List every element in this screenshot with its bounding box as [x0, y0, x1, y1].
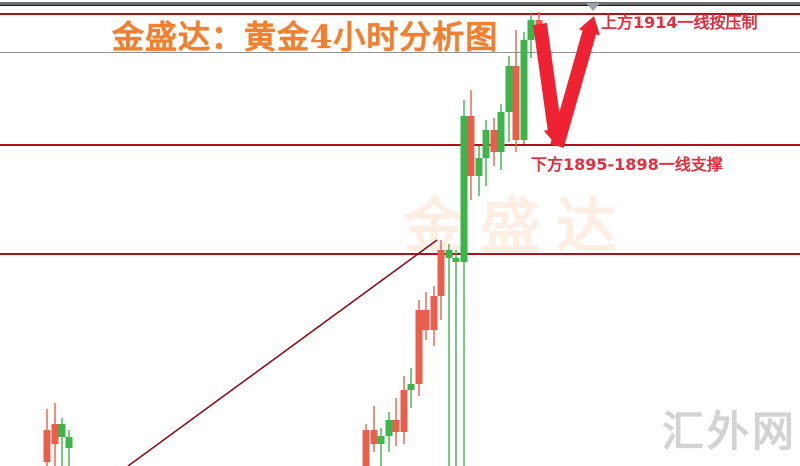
- resistance-annotation: 上方1914一线按压制: [601, 13, 758, 32]
- frame-line-top-inner: [0, 5, 800, 6]
- site-watermark: 汇外网: [662, 407, 798, 456]
- grid-line-upper: [0, 52, 800, 53]
- price-level-line-1860: [0, 253, 800, 255]
- candle: [392, 398, 400, 446]
- candle: [407, 368, 415, 408]
- candle: [482, 120, 490, 186]
- arrow-up-stroke: [550, 16, 600, 148]
- candle: [527, 14, 535, 58]
- candle: [490, 118, 498, 166]
- candle: [460, 100, 468, 466]
- candle: [520, 32, 528, 144]
- candle: [51, 403, 59, 466]
- support-annotation: 下方1895-1898一线支撑: [531, 155, 723, 174]
- candle: [475, 146, 483, 196]
- candle: [58, 418, 66, 466]
- candle: [512, 30, 520, 152]
- candle: [467, 90, 475, 200]
- candle: [430, 286, 438, 346]
- candle: [370, 406, 378, 452]
- candle: [43, 409, 51, 466]
- candle: [452, 250, 460, 466]
- candle: [362, 424, 370, 466]
- trend-line: [127, 239, 438, 466]
- triangle-marker-icon: [586, 3, 600, 11]
- price-level-line-1914: [0, 13, 800, 15]
- candle: [65, 430, 73, 466]
- candle: [385, 412, 393, 452]
- candle: [415, 300, 423, 396]
- candle: [422, 292, 430, 340]
- candle: [437, 240, 445, 320]
- candle: [497, 104, 505, 170]
- arrow-down-stroke: [533, 23, 566, 146]
- price-level-line-1898: [0, 144, 800, 146]
- candle: [505, 56, 513, 142]
- candle: [400, 376, 408, 444]
- candle: [445, 244, 453, 466]
- page-title: 金盛达：黄金4小时分析图: [112, 18, 499, 56]
- frame-line-top: [0, 2, 800, 5]
- candle: [377, 428, 385, 466]
